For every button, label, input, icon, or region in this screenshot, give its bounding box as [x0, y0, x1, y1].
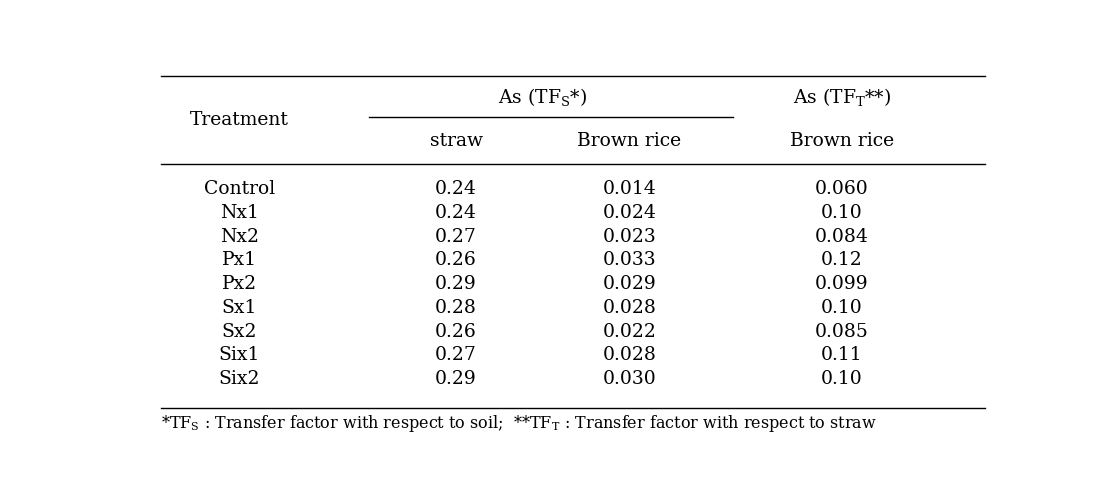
Text: *TF$_\mathregular{S}$ : Transfer factor with respect to soil;  **TF$_\mathregula: *TF$_\mathregular{S}$ : Transfer factor … [161, 413, 878, 434]
Text: 0.028: 0.028 [603, 346, 656, 365]
Text: Px1: Px1 [221, 251, 257, 270]
Text: 0.10: 0.10 [821, 370, 862, 388]
Text: 0.033: 0.033 [603, 251, 656, 270]
Text: 0.24: 0.24 [435, 180, 477, 198]
Text: 0.29: 0.29 [435, 275, 477, 293]
Text: Brown rice: Brown rice [789, 132, 893, 150]
Text: Six2: Six2 [219, 370, 260, 388]
Text: Brown rice: Brown rice [577, 132, 681, 150]
Text: 0.024: 0.024 [603, 204, 656, 222]
Text: Nx2: Nx2 [220, 227, 259, 245]
Text: Control: Control [203, 180, 275, 198]
Text: As ($\mathregular{TF_S}$*): As ($\mathregular{TF_S}$*) [499, 86, 587, 107]
Text: 0.27: 0.27 [435, 346, 477, 365]
Text: Nx1: Nx1 [220, 204, 259, 222]
Text: 0.28: 0.28 [435, 299, 477, 317]
Text: 0.26: 0.26 [435, 322, 477, 341]
Text: 0.12: 0.12 [821, 251, 862, 270]
Text: 0.27: 0.27 [435, 227, 477, 245]
Text: 0.29: 0.29 [435, 370, 477, 388]
Text: 0.060: 0.060 [815, 180, 869, 198]
Text: 0.084: 0.084 [815, 227, 869, 245]
Text: As ($\mathregular{TF_T}$**): As ($\mathregular{TF_T}$**) [793, 86, 891, 107]
Text: 0.014: 0.014 [603, 180, 656, 198]
Text: 0.028: 0.028 [603, 299, 656, 317]
Text: 0.11: 0.11 [821, 346, 862, 365]
Text: 0.10: 0.10 [821, 299, 862, 317]
Text: Px2: Px2 [221, 275, 257, 293]
Text: 0.029: 0.029 [603, 275, 656, 293]
Text: 0.099: 0.099 [815, 275, 869, 293]
Text: 0.26: 0.26 [435, 251, 477, 270]
Text: Sx2: Sx2 [221, 322, 257, 341]
Text: 0.022: 0.022 [603, 322, 656, 341]
Text: 0.023: 0.023 [603, 227, 656, 245]
Text: 0.10: 0.10 [821, 204, 862, 222]
Text: 0.030: 0.030 [603, 370, 656, 388]
Text: straw: straw [429, 132, 483, 150]
Text: Sx1: Sx1 [221, 299, 257, 317]
Text: 0.085: 0.085 [815, 322, 869, 341]
Text: 0.24: 0.24 [435, 204, 477, 222]
Text: Six1: Six1 [219, 346, 260, 365]
Text: Treatment: Treatment [190, 111, 288, 129]
